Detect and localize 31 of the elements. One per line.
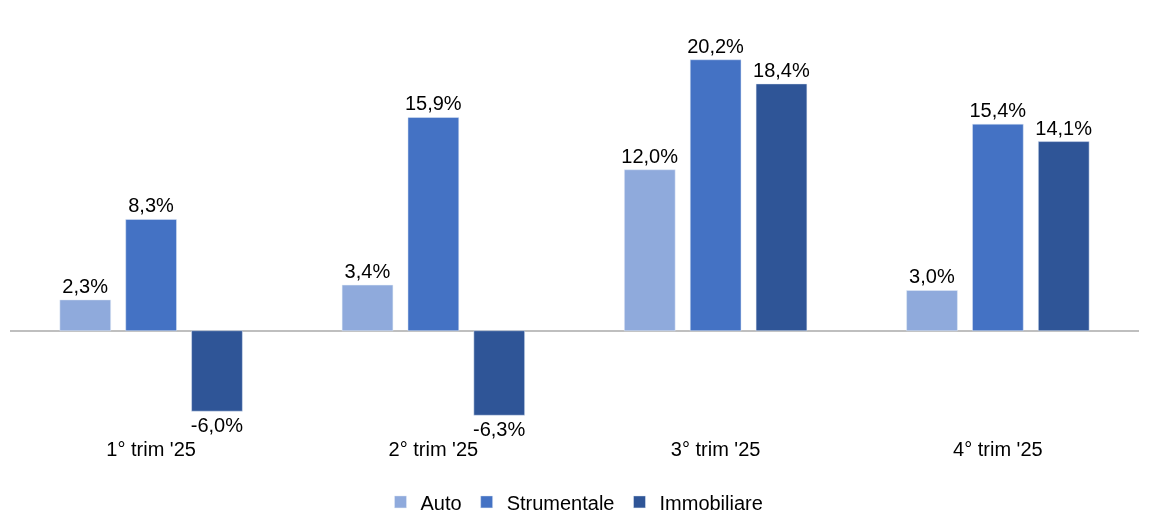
bar	[755, 83, 808, 331]
bar	[407, 117, 460, 331]
data-label: 18,4%	[753, 58, 810, 81]
data-label: -6,3%	[473, 418, 526, 441]
data-label: -6,0%	[190, 414, 244, 437]
bar	[125, 219, 177, 331]
bar	[906, 290, 958, 331]
bar	[689, 59, 742, 331]
data-label: 12,0%	[621, 144, 679, 167]
x-tick-label: 3° trim '25	[670, 438, 761, 460]
data-label: 14,1%	[1035, 116, 1093, 139]
data-label: 20,2%	[687, 34, 745, 57]
data-label: 15,4%	[969, 99, 1027, 122]
x-tick-label: 2° trim '25	[388, 438, 479, 460]
bar	[59, 299, 111, 331]
data-label: 15,9%	[404, 92, 462, 115]
bar	[972, 123, 1024, 331]
x-tick-label: 4° trim '25	[953, 438, 1043, 460]
bar	[624, 169, 676, 331]
bar	[473, 330, 525, 416]
legend-label: Auto	[420, 491, 462, 514]
legend-label: Immobiliare	[659, 491, 763, 514]
bar	[1038, 141, 1090, 331]
bar	[191, 330, 243, 412]
data-label: 3,0%	[909, 265, 955, 288]
bar	[341, 284, 394, 331]
data-label: 2,3%	[62, 274, 109, 297]
data-label: 8,3%	[128, 194, 175, 217]
legend-label: Strumentale	[506, 491, 615, 514]
x-tick-label: 1° trim '25	[106, 438, 196, 460]
data-label: 3,4%	[344, 260, 391, 283]
